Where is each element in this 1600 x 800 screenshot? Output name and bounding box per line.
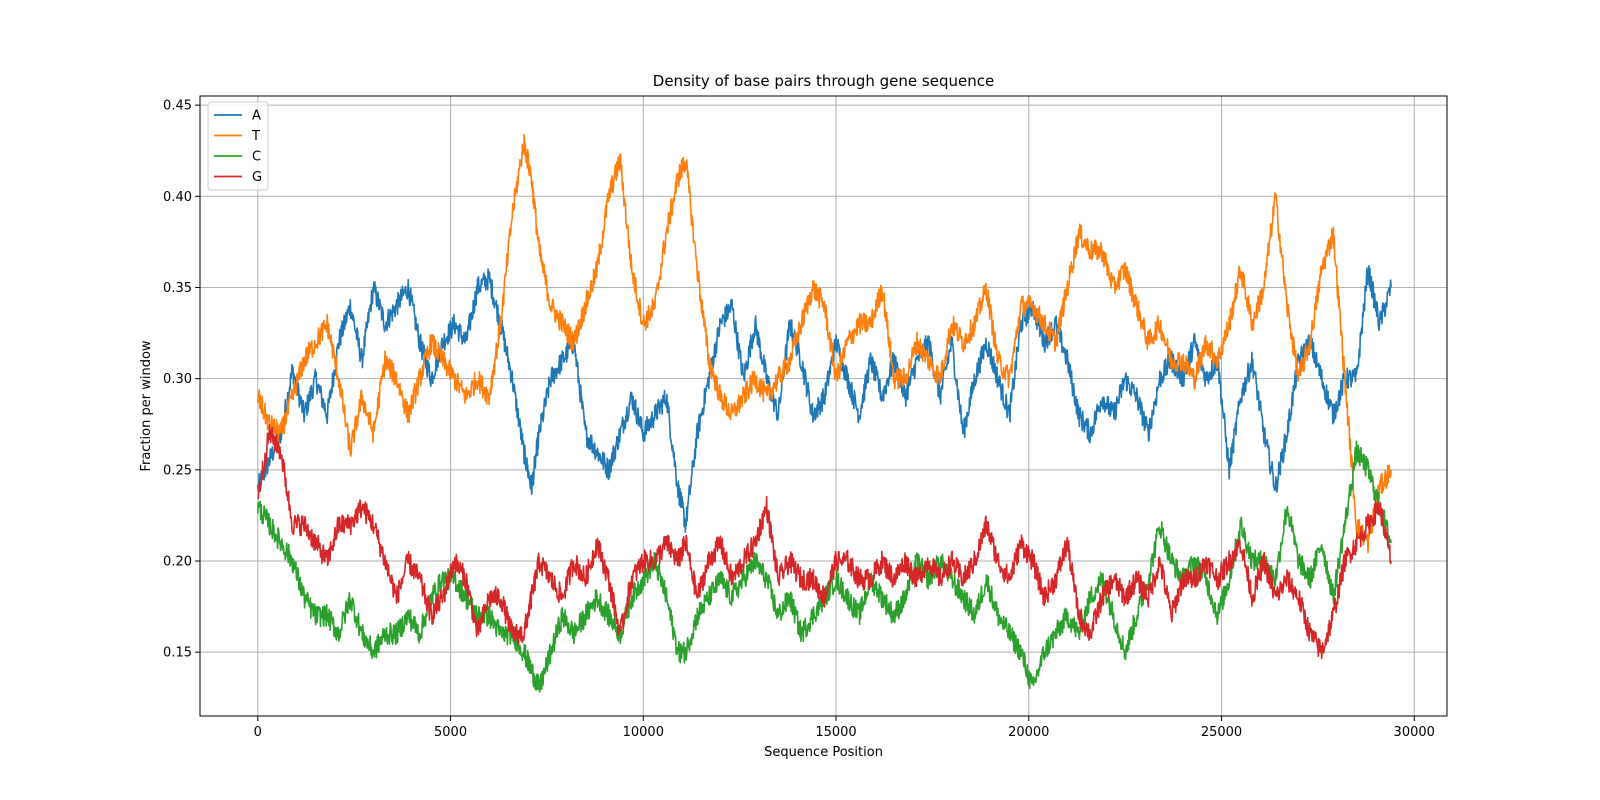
x-tick-label: 0 (254, 725, 262, 740)
y-tick-label: 0.40 (163, 190, 192, 205)
legend-box (207, 101, 269, 191)
y-tick-label: 0.35 (163, 281, 192, 296)
legend-label-C: C (252, 150, 261, 165)
series-lines (257, 133, 1392, 693)
x-tick-label: 5000 (434, 725, 467, 740)
series-line-T (257, 133, 1392, 554)
y-tick-label: 0.25 (163, 463, 192, 478)
plot-frame (199, 95, 1448, 717)
legend-label-A: A (252, 109, 261, 124)
x-tick-label: 25000 (1201, 725, 1242, 740)
y-tick-label: 0.15 (163, 646, 192, 661)
x-tick-label: 20000 (1008, 725, 1049, 740)
y-tick-label: 0.30 (163, 372, 192, 387)
x-tick-label: 10000 (623, 725, 664, 740)
x-tick-label: 30000 (1394, 725, 1435, 740)
x-axis-label: Sequence Position (764, 745, 883, 760)
legend-label-T: T (251, 129, 260, 144)
series-line-G (257, 423, 1392, 660)
y-tick-label: 0.20 (163, 555, 192, 570)
x-axis-ticks: 0 5000 10000 15000 20000 25000 30000 (254, 716, 1435, 740)
x-tick-label: 15000 (815, 725, 856, 740)
y-axis-ticks: 0.15 0.20 0.25 0.30 0.35 0.40 0.45 (163, 99, 200, 661)
y-tick-label: 0.45 (163, 99, 192, 114)
legend-label-G: G (252, 170, 262, 185)
chart-title: Density of base pairs through gene seque… (653, 72, 994, 90)
y-axis-label: Fraction per window (139, 340, 154, 471)
